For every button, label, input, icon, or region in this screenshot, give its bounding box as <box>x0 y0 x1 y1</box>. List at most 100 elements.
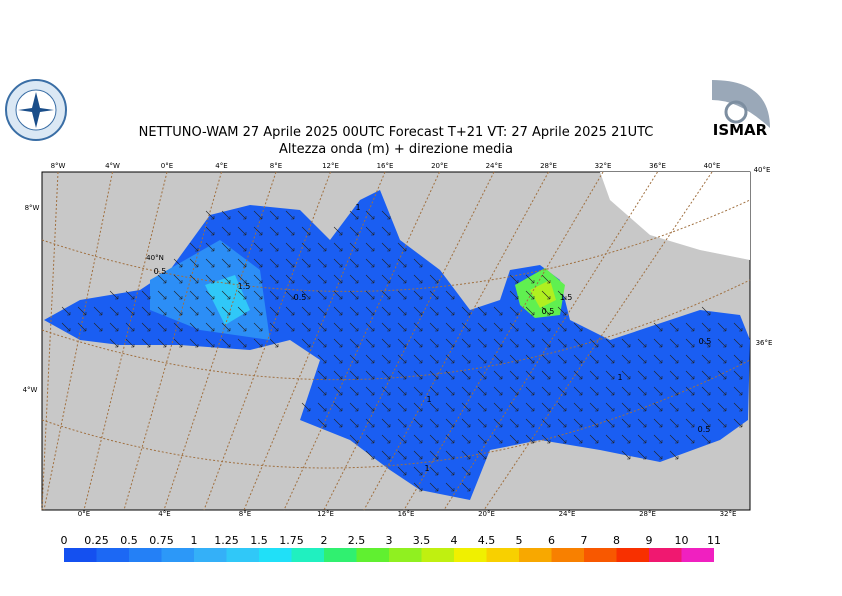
contour-label: 1.5 <box>560 293 573 302</box>
wave-arrow <box>125 338 135 348</box>
wave-arrow <box>317 290 327 300</box>
wave-arrow <box>349 322 359 332</box>
contour-label: 0.5 <box>542 307 555 316</box>
wave-arrow <box>301 258 311 268</box>
wave-arrow <box>221 338 231 348</box>
colorbar-swatch <box>551 548 584 562</box>
wave-arrow <box>269 210 279 220</box>
wave-arrow <box>701 418 711 428</box>
wave-arrow <box>573 338 583 348</box>
wave-arrow <box>477 450 487 460</box>
wave-arrow <box>397 370 407 380</box>
wave-arrow <box>685 338 695 348</box>
wave-arrow <box>397 258 407 268</box>
wave-arrow <box>589 434 599 444</box>
wave-arrow <box>477 354 487 364</box>
wave-arrow <box>301 402 311 412</box>
wave-arrow <box>525 306 535 316</box>
wave-arrow <box>205 290 215 300</box>
top-lon-label: 4°E <box>215 162 227 170</box>
wave-arrow <box>397 354 407 364</box>
colorbar-label: 10 <box>675 534 689 547</box>
wave-arrow <box>733 386 743 396</box>
wave-arrow <box>573 418 583 428</box>
wave-arrow <box>445 482 455 492</box>
wave-arrow <box>349 354 359 364</box>
wave-arrow <box>413 386 423 396</box>
wave-arrow <box>701 322 711 332</box>
colorbar-swatch <box>96 548 129 562</box>
wave-arrow <box>397 386 407 396</box>
wave-arrow <box>525 290 535 300</box>
wave-arrow <box>189 242 199 252</box>
wave-arrow <box>445 322 455 332</box>
wave-arrow <box>445 402 455 412</box>
wave-arrow <box>141 306 151 316</box>
wave-arrow <box>189 338 199 348</box>
wave-arrow <box>381 242 391 252</box>
wave-arrow <box>525 322 535 332</box>
wave-arrow <box>477 386 487 396</box>
top-lon-label: 28°E <box>540 162 557 170</box>
wave-arrow <box>717 338 727 348</box>
logo-right: ISMAR <box>710 78 770 139</box>
left-label: 40°N <box>146 254 164 262</box>
wave-arrow <box>173 322 183 332</box>
wave-arrow <box>733 402 743 412</box>
wave-arrow <box>493 338 503 348</box>
wave-arrow <box>621 370 631 380</box>
wave-arrow <box>173 290 183 300</box>
colorbar-swatch <box>681 548 714 562</box>
wave-arrow <box>429 338 439 348</box>
wave-arrow <box>637 402 647 412</box>
wave-arrow <box>301 274 311 284</box>
wave-arrow <box>717 322 727 332</box>
bottom-lon-label: 20°E <box>478 510 495 518</box>
wave-arrow <box>605 354 615 364</box>
colorbar-label: 1.5 <box>250 534 268 547</box>
wave-arrow <box>381 258 391 268</box>
wave-arrow <box>173 306 183 316</box>
sea-1-5 <box>205 275 250 325</box>
wave-arrow <box>61 306 71 316</box>
wave-arrow <box>605 402 615 412</box>
wave-arrow <box>237 226 247 236</box>
colorbar-label: 11 <box>707 534 721 547</box>
wave-arrow <box>237 338 247 348</box>
left-label: 8°W <box>25 204 40 212</box>
wave-arrow <box>525 434 535 444</box>
wave-arrow <box>637 418 647 428</box>
wave-arrow <box>365 386 375 396</box>
wave-arrow <box>525 338 535 348</box>
wave-arrow <box>509 370 519 380</box>
wave-arrow <box>189 290 199 300</box>
wave-arrow <box>701 354 711 364</box>
meridian <box>41 171 59 511</box>
wave-arrow <box>445 434 455 444</box>
sea-peak <box>530 280 556 308</box>
wave-arrow <box>637 370 647 380</box>
wave-arrow <box>365 418 375 428</box>
wave-arrow <box>205 274 215 284</box>
wave-arrow <box>557 306 567 316</box>
logo-left <box>5 79 67 141</box>
wave-arrow <box>157 274 167 284</box>
wave-arrow <box>109 306 119 316</box>
wave-arrow <box>493 386 503 396</box>
wave-arrow <box>365 354 375 364</box>
wave-arrow <box>509 386 519 396</box>
colorbar-swatch <box>129 548 162 562</box>
wave-arrow <box>205 258 215 268</box>
wave-arrow <box>285 306 295 316</box>
meridian <box>403 171 604 511</box>
wave-arrow <box>253 338 263 348</box>
colorbar-label: 3 <box>386 534 393 547</box>
wave-arrow <box>205 242 215 252</box>
wave-arrow <box>333 290 343 300</box>
top-lon-label: 40°E <box>704 162 721 170</box>
map-subtitle: Altezza onda (m) + direzione media <box>279 142 513 157</box>
wave-arrow <box>333 322 343 332</box>
wave-arrow <box>349 370 359 380</box>
wave-arrow <box>701 386 711 396</box>
